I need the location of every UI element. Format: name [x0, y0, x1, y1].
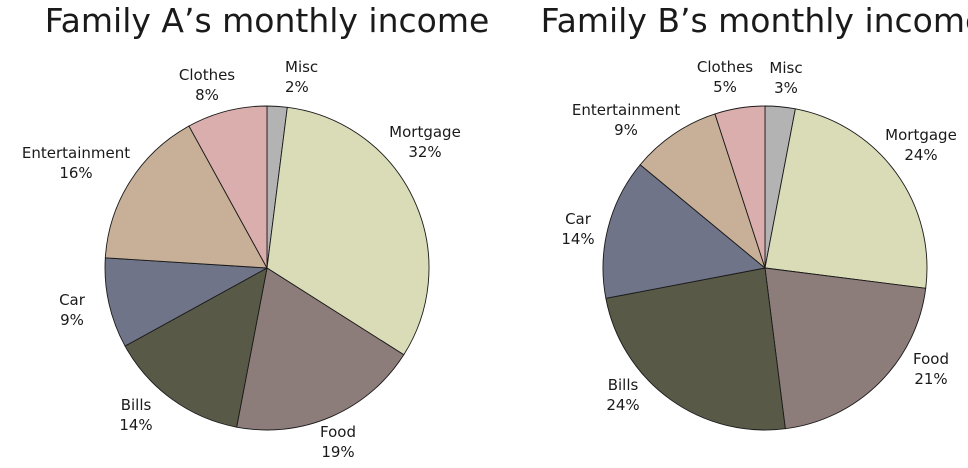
family-b-label-misc-value: 3%	[774, 79, 798, 97]
family-a-label-car-value: 9%	[60, 311, 84, 329]
family-b-label-entertainment-value: 9%	[614, 121, 638, 139]
family-a-pie-chart: Family A’s monthly income Misc 2% Mortgage…	[22, 1, 489, 461]
family-b-slice-car	[602, 164, 766, 299]
family-a-label-food-value: 19%	[321, 443, 354, 461]
family-b-label-misc: Misc 3%	[769, 59, 802, 97]
family-a-label-misc-name: Misc	[285, 58, 318, 76]
family-b-label-mortgage: Mortgage 24%	[885, 126, 957, 164]
family-a-label-bills-value: 14%	[119, 416, 152, 434]
family-a-labels: Misc 2% Mortgage 32% Food 19% Bills 14% Car 9% Ent…	[22, 58, 461, 461]
family-b-label-misc-name: Misc	[769, 59, 802, 77]
family-a-slice-clothes	[188, 105, 268, 269]
family-b-slice-clothes	[714, 105, 766, 269]
family-b-label-bills: Bills 24%	[606, 376, 639, 414]
family-b-slice-bills	[605, 267, 786, 431]
family-b-label-food-value: 21%	[914, 370, 947, 388]
family-a-label-car: Car 9%	[59, 291, 86, 329]
family-b-title: Family B’s monthly income	[541, 1, 968, 40]
family-a-label-clothes: Clothes 8%	[179, 66, 235, 104]
family-a-label-clothes-value: 8%	[195, 86, 219, 104]
family-b-label-clothes: Clothes 5%	[697, 58, 753, 96]
family-a-label-misc-value: 2%	[285, 78, 309, 96]
family-a-label-food-name: Food	[320, 423, 356, 441]
family-a-label-mortgage-value: 32%	[408, 143, 441, 161]
family-a-slice-food	[236, 267, 405, 431]
family-b-label-car-name: Car	[565, 210, 592, 228]
family-a-label-entertainment-value: 16%	[59, 164, 92, 182]
family-a-slices	[104, 105, 430, 431]
family-b-slice-food	[764, 267, 927, 430]
family-b-label-car-value: 14%	[561, 230, 594, 248]
family-a-label-clothes-name: Clothes	[179, 66, 235, 84]
family-a-label-entertainment-name: Entertainment	[22, 144, 130, 162]
family-b-slice-mortgage	[764, 108, 928, 289]
family-a-label-food: Food 19%	[320, 423, 356, 461]
family-a-slice-mortgage	[266, 106, 430, 356]
family-b-label-clothes-name: Clothes	[697, 58, 753, 76]
family-b-slices	[602, 105, 928, 431]
family-b-label-food: Food 21%	[913, 350, 949, 388]
family-b-label-food-name: Food	[913, 350, 949, 368]
family-a-label-misc: Misc 2%	[285, 58, 318, 96]
family-a-slice-bills	[124, 267, 268, 428]
family-b-label-entertainment: Entertainment 9%	[572, 101, 680, 139]
family-a-label-car-name: Car	[59, 291, 86, 309]
family-a-slice-car	[104, 257, 268, 347]
family-b-slice-entertainment	[639, 113, 766, 269]
family-a-slice-entertainment	[104, 125, 268, 269]
family-a-label-mortgage-name: Mortgage	[389, 123, 461, 141]
family-b-labels: Misc 3% Mortgage 24% Food 21% Bills 24% Car 14% En…	[561, 58, 956, 414]
family-b-label-clothes-value: 5%	[713, 78, 737, 96]
family-a-label-entertainment: Entertainment 16%	[22, 144, 130, 182]
family-a-label-bills-name: Bills	[121, 396, 152, 414]
family-b-label-car: Car 14%	[561, 210, 594, 248]
family-a-title: Family A’s monthly income	[45, 1, 490, 40]
family-b-label-mortgage-value: 24%	[904, 146, 937, 164]
family-a-label-mortgage: Mortgage 32%	[389, 123, 461, 161]
family-b-label-bills-name: Bills	[608, 376, 639, 394]
family-b-label-bills-value: 24%	[606, 396, 639, 414]
family-b-label-entertainment-name: Entertainment	[572, 101, 680, 119]
family-a-label-bills: Bills 14%	[119, 396, 152, 434]
family-b-label-mortgage-name: Mortgage	[885, 126, 957, 144]
family-b-pie-chart: Family B’s monthly income Misc 3% Mortgage…	[541, 1, 968, 431]
